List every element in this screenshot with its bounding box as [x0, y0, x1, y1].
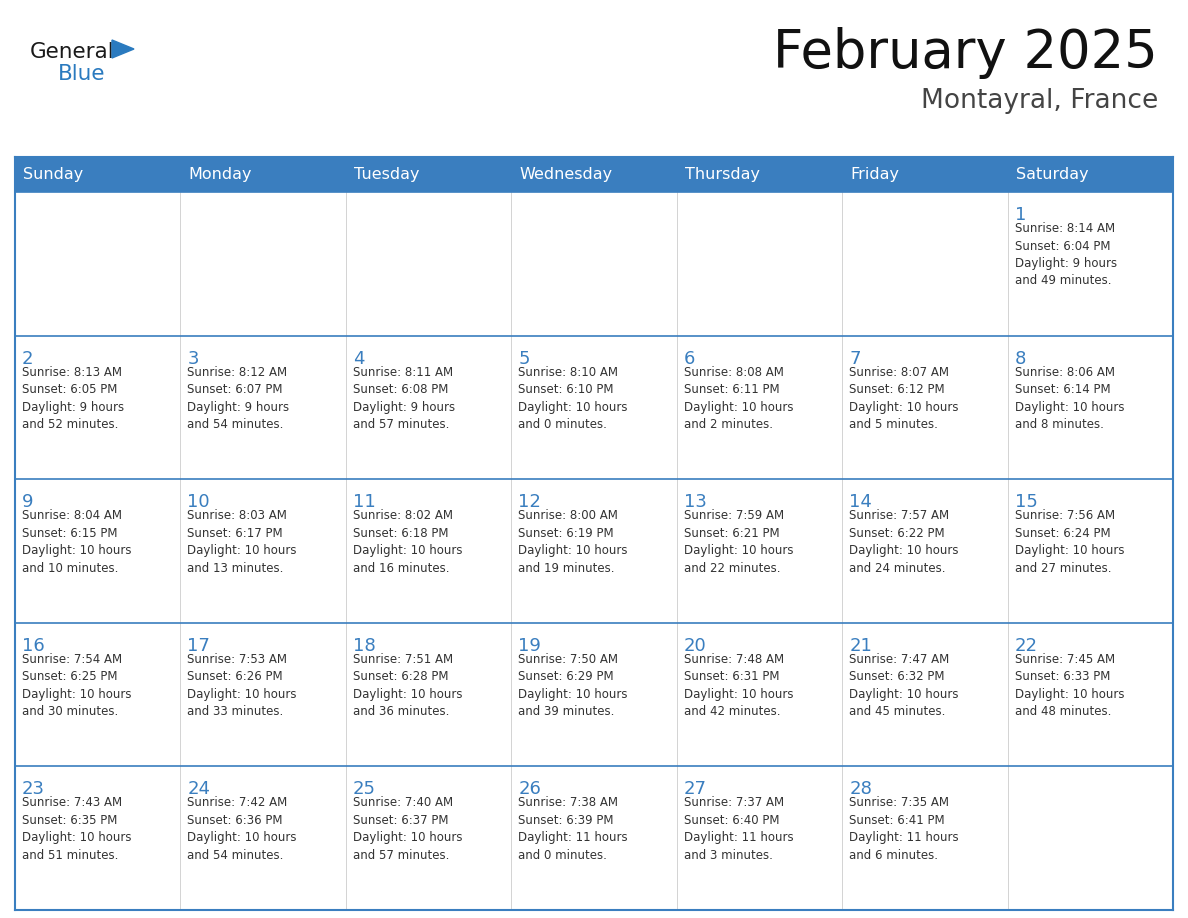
Bar — [181, 157, 346, 192]
Text: 14: 14 — [849, 493, 872, 511]
Bar — [677, 157, 842, 192]
Text: Sunrise: 7:35 AM
Sunset: 6:41 PM
Daylight: 11 hours
and 6 minutes.: Sunrise: 7:35 AM Sunset: 6:41 PM Dayligh… — [849, 797, 959, 862]
Text: Sunrise: 7:56 AM
Sunset: 6:24 PM
Daylight: 10 hours
and 27 minutes.: Sunrise: 7:56 AM Sunset: 6:24 PM Dayligh… — [1015, 509, 1124, 575]
Text: 16: 16 — [23, 637, 45, 655]
Text: 6: 6 — [684, 350, 695, 367]
Text: Sunrise: 7:38 AM
Sunset: 6:39 PM
Daylight: 11 hours
and 0 minutes.: Sunrise: 7:38 AM Sunset: 6:39 PM Dayligh… — [518, 797, 628, 862]
Text: Sunrise: 7:51 AM
Sunset: 6:28 PM
Daylight: 10 hours
and 36 minutes.: Sunrise: 7:51 AM Sunset: 6:28 PM Dayligh… — [353, 653, 462, 718]
Text: Sunrise: 8:11 AM
Sunset: 6:08 PM
Daylight: 9 hours
and 57 minutes.: Sunrise: 8:11 AM Sunset: 6:08 PM Dayligh… — [353, 365, 455, 431]
Text: 7: 7 — [849, 350, 860, 367]
Bar — [346, 157, 511, 192]
Bar — [511, 157, 677, 192]
Text: February 2025: February 2025 — [773, 27, 1158, 79]
Text: 23: 23 — [23, 780, 45, 799]
Text: Sunrise: 7:37 AM
Sunset: 6:40 PM
Daylight: 11 hours
and 3 minutes.: Sunrise: 7:37 AM Sunset: 6:40 PM Dayligh… — [684, 797, 794, 862]
Text: Sunrise: 7:42 AM
Sunset: 6:36 PM
Daylight: 10 hours
and 54 minutes.: Sunrise: 7:42 AM Sunset: 6:36 PM Dayligh… — [188, 797, 297, 862]
Text: Sunrise: 7:48 AM
Sunset: 6:31 PM
Daylight: 10 hours
and 42 minutes.: Sunrise: 7:48 AM Sunset: 6:31 PM Dayligh… — [684, 653, 794, 718]
Text: Sunrise: 7:54 AM
Sunset: 6:25 PM
Daylight: 10 hours
and 30 minutes.: Sunrise: 7:54 AM Sunset: 6:25 PM Dayligh… — [23, 653, 132, 718]
Text: 21: 21 — [849, 637, 872, 655]
Text: Montayral, France: Montayral, France — [921, 88, 1158, 114]
Text: Sunrise: 7:59 AM
Sunset: 6:21 PM
Daylight: 10 hours
and 22 minutes.: Sunrise: 7:59 AM Sunset: 6:21 PM Dayligh… — [684, 509, 794, 575]
Text: 4: 4 — [353, 350, 365, 367]
Text: 3: 3 — [188, 350, 198, 367]
Text: 20: 20 — [684, 637, 707, 655]
Text: Sunrise: 8:03 AM
Sunset: 6:17 PM
Daylight: 10 hours
and 13 minutes.: Sunrise: 8:03 AM Sunset: 6:17 PM Dayligh… — [188, 509, 297, 575]
Text: Wednesday: Wednesday — [519, 167, 612, 182]
Text: 11: 11 — [353, 493, 375, 511]
Polygon shape — [112, 40, 134, 58]
Text: 1: 1 — [1015, 206, 1026, 224]
Text: Sunrise: 7:57 AM
Sunset: 6:22 PM
Daylight: 10 hours
and 24 minutes.: Sunrise: 7:57 AM Sunset: 6:22 PM Dayligh… — [849, 509, 959, 575]
Text: 12: 12 — [518, 493, 542, 511]
Bar — [15, 157, 181, 192]
Text: 25: 25 — [353, 780, 375, 799]
Text: 18: 18 — [353, 637, 375, 655]
Text: Sunrise: 7:53 AM
Sunset: 6:26 PM
Daylight: 10 hours
and 33 minutes.: Sunrise: 7:53 AM Sunset: 6:26 PM Dayligh… — [188, 653, 297, 718]
Text: Sunrise: 8:14 AM
Sunset: 6:04 PM
Daylight: 9 hours
and 49 minutes.: Sunrise: 8:14 AM Sunset: 6:04 PM Dayligh… — [1015, 222, 1117, 287]
Text: Saturday: Saturday — [1016, 167, 1088, 182]
Bar — [1007, 157, 1173, 192]
Text: 27: 27 — [684, 780, 707, 799]
Text: 15: 15 — [1015, 493, 1037, 511]
Text: Sunrise: 8:04 AM
Sunset: 6:15 PM
Daylight: 10 hours
and 10 minutes.: Sunrise: 8:04 AM Sunset: 6:15 PM Dayligh… — [23, 509, 132, 575]
Text: 8: 8 — [1015, 350, 1026, 367]
Text: 9: 9 — [23, 493, 33, 511]
Text: Sunrise: 8:12 AM
Sunset: 6:07 PM
Daylight: 9 hours
and 54 minutes.: Sunrise: 8:12 AM Sunset: 6:07 PM Dayligh… — [188, 365, 290, 431]
Text: Sunrise: 7:47 AM
Sunset: 6:32 PM
Daylight: 10 hours
and 45 minutes.: Sunrise: 7:47 AM Sunset: 6:32 PM Dayligh… — [849, 653, 959, 718]
Text: Sunrise: 8:02 AM
Sunset: 6:18 PM
Daylight: 10 hours
and 16 minutes.: Sunrise: 8:02 AM Sunset: 6:18 PM Dayligh… — [353, 509, 462, 575]
Text: 22: 22 — [1015, 637, 1037, 655]
Text: 19: 19 — [518, 637, 542, 655]
Text: Sunrise: 7:45 AM
Sunset: 6:33 PM
Daylight: 10 hours
and 48 minutes.: Sunrise: 7:45 AM Sunset: 6:33 PM Dayligh… — [1015, 653, 1124, 718]
Text: Monday: Monday — [189, 167, 252, 182]
Text: Tuesday: Tuesday — [354, 167, 419, 182]
Text: Sunrise: 8:00 AM
Sunset: 6:19 PM
Daylight: 10 hours
and 19 minutes.: Sunrise: 8:00 AM Sunset: 6:19 PM Dayligh… — [518, 509, 627, 575]
Text: Sunrise: 8:13 AM
Sunset: 6:05 PM
Daylight: 9 hours
and 52 minutes.: Sunrise: 8:13 AM Sunset: 6:05 PM Dayligh… — [23, 365, 124, 431]
Text: General: General — [30, 42, 114, 62]
Text: Sunrise: 7:50 AM
Sunset: 6:29 PM
Daylight: 10 hours
and 39 minutes.: Sunrise: 7:50 AM Sunset: 6:29 PM Dayligh… — [518, 653, 627, 718]
Text: 13: 13 — [684, 493, 707, 511]
Text: Sunday: Sunday — [23, 167, 83, 182]
Text: 24: 24 — [188, 780, 210, 799]
Text: Sunrise: 8:08 AM
Sunset: 6:11 PM
Daylight: 10 hours
and 2 minutes.: Sunrise: 8:08 AM Sunset: 6:11 PM Dayligh… — [684, 365, 794, 431]
Text: 17: 17 — [188, 637, 210, 655]
Text: Thursday: Thursday — [684, 167, 759, 182]
Text: 10: 10 — [188, 493, 210, 511]
Text: Blue: Blue — [58, 64, 106, 84]
Text: Sunrise: 7:40 AM
Sunset: 6:37 PM
Daylight: 10 hours
and 57 minutes.: Sunrise: 7:40 AM Sunset: 6:37 PM Dayligh… — [353, 797, 462, 862]
Text: 2: 2 — [23, 350, 33, 367]
Text: 5: 5 — [518, 350, 530, 367]
Text: Sunrise: 7:43 AM
Sunset: 6:35 PM
Daylight: 10 hours
and 51 minutes.: Sunrise: 7:43 AM Sunset: 6:35 PM Dayligh… — [23, 797, 132, 862]
Text: Sunrise: 8:07 AM
Sunset: 6:12 PM
Daylight: 10 hours
and 5 minutes.: Sunrise: 8:07 AM Sunset: 6:12 PM Dayligh… — [849, 365, 959, 431]
Text: Friday: Friday — [851, 167, 899, 182]
Bar — [842, 157, 1007, 192]
Text: Sunrise: 8:06 AM
Sunset: 6:14 PM
Daylight: 10 hours
and 8 minutes.: Sunrise: 8:06 AM Sunset: 6:14 PM Dayligh… — [1015, 365, 1124, 431]
Text: Sunrise: 8:10 AM
Sunset: 6:10 PM
Daylight: 10 hours
and 0 minutes.: Sunrise: 8:10 AM Sunset: 6:10 PM Dayligh… — [518, 365, 627, 431]
Text: 26: 26 — [518, 780, 542, 799]
Text: 28: 28 — [849, 780, 872, 799]
